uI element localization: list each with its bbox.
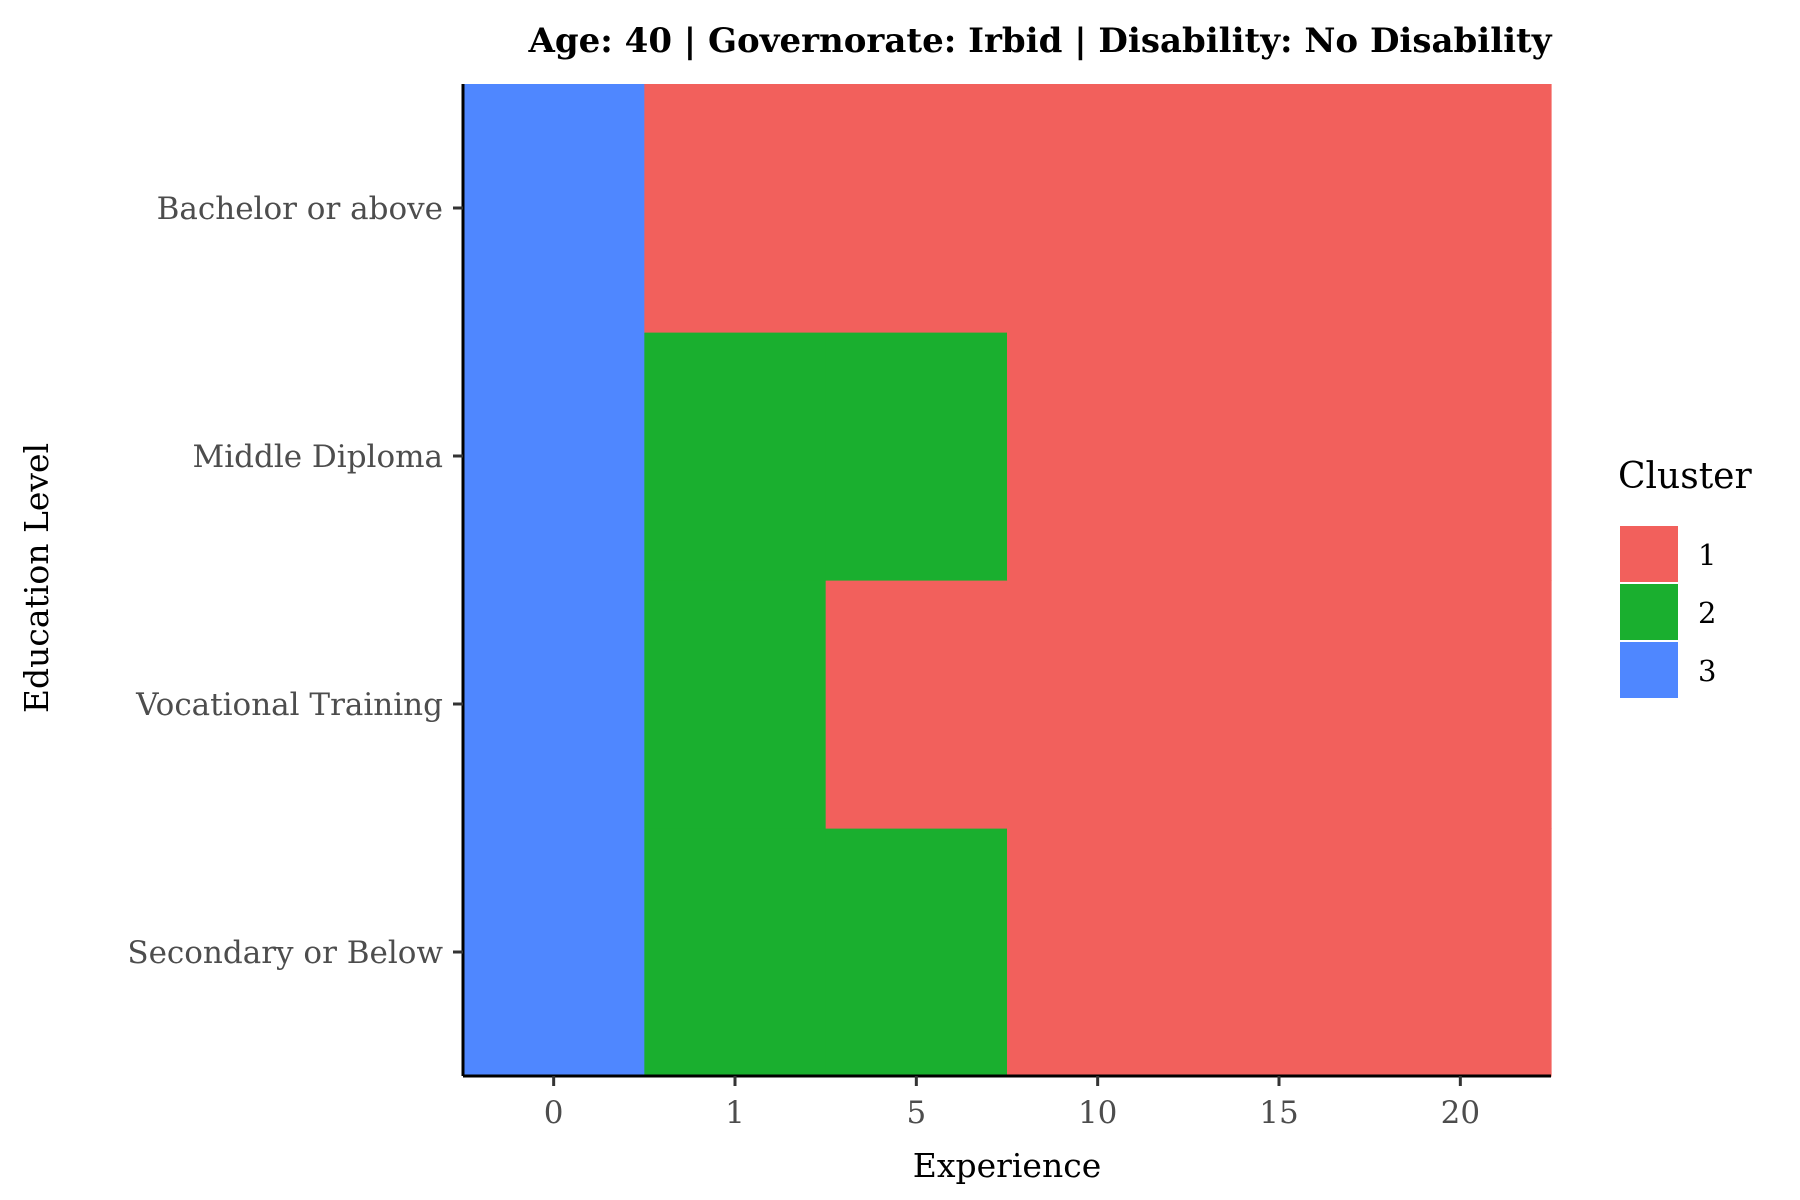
- legend-key-3: [1620, 642, 1678, 698]
- chart-title: Age: 40 | Governorate: Irbid | Disabilit…: [527, 21, 1552, 61]
- legend-label: 3: [1698, 654, 1716, 688]
- legend-label: 1: [1698, 538, 1716, 572]
- x-tick-label: 1: [725, 1095, 745, 1131]
- heatmap-cell-3-4: [1188, 84, 1371, 333]
- heatmap-cell-1-1: [644, 580, 827, 829]
- x-tick-label: 10: [1078, 1095, 1117, 1131]
- heatmap-cell-2-4: [1188, 332, 1371, 581]
- heatmap-cell-0-1: [644, 828, 827, 1077]
- heatmap-cell-3-1: [644, 84, 827, 333]
- heatmap-cell-2-0: [463, 332, 645, 581]
- x-tick-label: 5: [906, 1095, 926, 1131]
- y-tick-label: Vocational Training: [135, 687, 443, 723]
- heatmap-cell-2-3: [1007, 332, 1189, 581]
- heatmap-cell-3-2: [825, 84, 1008, 333]
- heatmap-cell-0-0: [463, 828, 645, 1077]
- legend: Cluster 1 2 3: [1618, 456, 1752, 698]
- x-tick-label: 0: [544, 1095, 564, 1131]
- heatmap-cell-3-3: [1007, 84, 1189, 333]
- x-tick-label: 20: [1441, 1095, 1480, 1131]
- x-axis-title: Experience: [913, 1146, 1101, 1185]
- heatmap-cell-0-4: [1188, 828, 1371, 1077]
- x-axis: 0 1 5 10 15 20: [463, 1074, 1551, 1131]
- heatmap-cell-0-5: [1369, 828, 1552, 1077]
- heatmap-cell-1-4: [1188, 580, 1371, 829]
- heatmap-cell-0-3: [1007, 828, 1189, 1077]
- y-axis: Secondary or Below Vocational Training Mid…: [127, 84, 465, 1076]
- y-tick-label: Bachelor or above: [157, 191, 443, 227]
- heatmap-cell-3-5: [1369, 84, 1552, 333]
- y-tick-label: Middle Diploma: [192, 439, 443, 475]
- x-tick-label: 15: [1259, 1095, 1298, 1131]
- heatmap-cell-0-2: [825, 828, 1008, 1077]
- heatmap-cell-1-0: [463, 580, 645, 829]
- legend-title: Cluster: [1618, 456, 1752, 497]
- legend-key-1: [1620, 526, 1678, 582]
- heatmap-cell-3-0: [463, 84, 645, 333]
- legend-label: 2: [1698, 596, 1716, 630]
- heatmap-cell-1-3: [1007, 580, 1189, 829]
- heatmap-cell-2-2: [825, 332, 1008, 581]
- y-axis-title: Education Level: [17, 443, 56, 713]
- heatmap-cell-2-1: [644, 332, 827, 581]
- y-tick-label: Secondary or Below: [127, 935, 443, 971]
- heatmap-tiles: [463, 84, 1552, 1077]
- heatmap-cell-1-2: [825, 580, 1008, 829]
- heatmap-cell-2-5: [1369, 332, 1552, 581]
- heatmap-cell-1-5: [1369, 580, 1552, 829]
- legend-key-2: [1620, 584, 1678, 640]
